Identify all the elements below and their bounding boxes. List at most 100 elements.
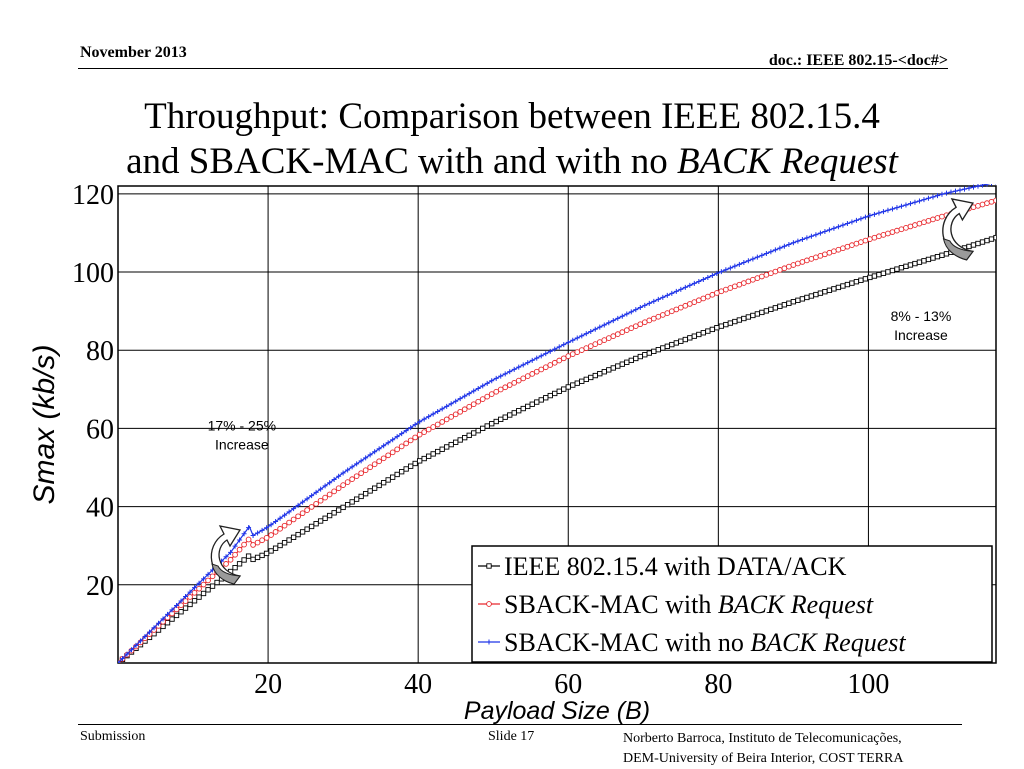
series-1-marker [484,393,491,400]
series-2-marker [606,320,612,326]
series-0-marker [520,405,526,412]
series-2-marker [318,486,324,492]
series-2-marker [822,229,828,235]
series-2-marker [336,473,342,479]
series-1-marker [542,364,549,371]
series-1-marker [596,339,603,345]
header-doc-id: doc.: IEEE 802.15-<doc#> [768,52,948,69]
series-0-marker [362,491,369,497]
series-0-marker [525,403,531,410]
series-2-marker [642,302,648,308]
legend-label-1-plain: SBACK-MAC with [504,590,718,619]
series-2-marker [655,296,661,302]
series-2-marker [205,571,211,577]
series-2-marker [192,585,198,591]
series-0-marker [979,239,986,245]
series-0-marker [160,623,166,630]
series-2-marker [966,185,972,191]
series-0-marker [831,286,837,292]
series-0-marker [696,331,702,338]
series-1-marker [349,476,355,482]
series-2-marker [687,282,693,288]
series-2-marker [412,422,418,428]
series-0-marker [894,266,900,272]
series-0-marker [975,240,981,247]
series-1-marker [488,391,495,397]
series-2-marker [556,344,562,350]
series-2-marker [363,455,369,461]
series-0-marker [408,463,414,469]
series-1-marker [286,519,292,526]
series-0-marker [628,357,634,364]
series-0-marker [426,453,432,459]
series-0-marker [741,315,747,322]
series-0-marker [853,279,860,285]
series-2-marker [124,651,130,657]
series-2-marker [444,403,450,409]
series-2-marker [493,375,499,381]
series-2-marker [565,339,571,345]
series-2-marker [174,602,180,608]
series-0-marker [579,378,585,384]
series-2-marker [813,232,819,238]
series-2-marker [196,580,202,586]
series-2-marker [880,209,886,215]
series-2-marker [129,647,135,653]
series-2-marker [178,598,184,604]
series-0-marker [754,311,761,317]
series-0-marker [669,341,675,348]
series-0 [118,234,996,663]
series-2-marker [327,480,333,486]
series-2-marker [268,522,274,528]
series-0-marker [417,458,423,464]
series-0-marker [574,380,580,386]
series-2-marker [133,642,139,648]
series-2-marker [930,194,936,200]
series-0-marker [385,477,391,483]
series-2-marker [934,193,940,199]
series-0-marker [250,556,256,563]
series-1-marker [619,329,626,335]
series-1-marker [479,396,486,402]
series-2-marker [120,656,126,662]
x-tick-label-100: 100 [847,669,889,700]
series-2-marker [435,408,441,414]
series-2-marker [372,449,378,455]
series-0-marker [439,446,445,452]
series-0-marker [317,518,324,524]
series-2-marker [718,269,724,275]
series-0-marker [597,371,603,377]
series-1-marker [241,541,247,548]
slide-title-line2-prefix: and SBACK-MAC with and with no [126,141,677,182]
series-0-marker [799,296,806,302]
series-2-marker [898,203,904,209]
series-0-marker [448,441,454,448]
series-2-marker [322,483,328,489]
series-2-marker [601,322,607,328]
series-1-marker [335,485,342,492]
series-0-marker [664,343,670,349]
series-2-marker [615,315,621,321]
annotation-high-line1: 8% - 13% [891,308,952,324]
series-0-marker [916,259,923,265]
series-0-marker [322,515,328,521]
series-2-marker [471,388,477,394]
series-2-marker [169,607,175,613]
series-2-marker [975,184,981,189]
series-0-marker [390,474,396,480]
curved-arrow-low-icon-shadow [211,563,241,585]
series-0-marker [705,328,711,334]
series-2-marker [624,311,630,317]
series-2-marker [574,335,580,341]
series-2-marker [561,342,567,348]
series-1-marker [340,482,346,488]
series-0-marker [489,421,495,427]
series-1-marker [412,434,419,441]
series-1-marker [538,366,545,373]
legend-label-2-plain: SBACK-MAC with no [504,628,750,657]
series-2-marker [925,195,931,201]
series-2-marker [255,530,261,536]
y-tick-label-80: 80 [86,336,114,367]
series-2-marker [727,265,733,271]
series-1-marker [308,504,315,510]
